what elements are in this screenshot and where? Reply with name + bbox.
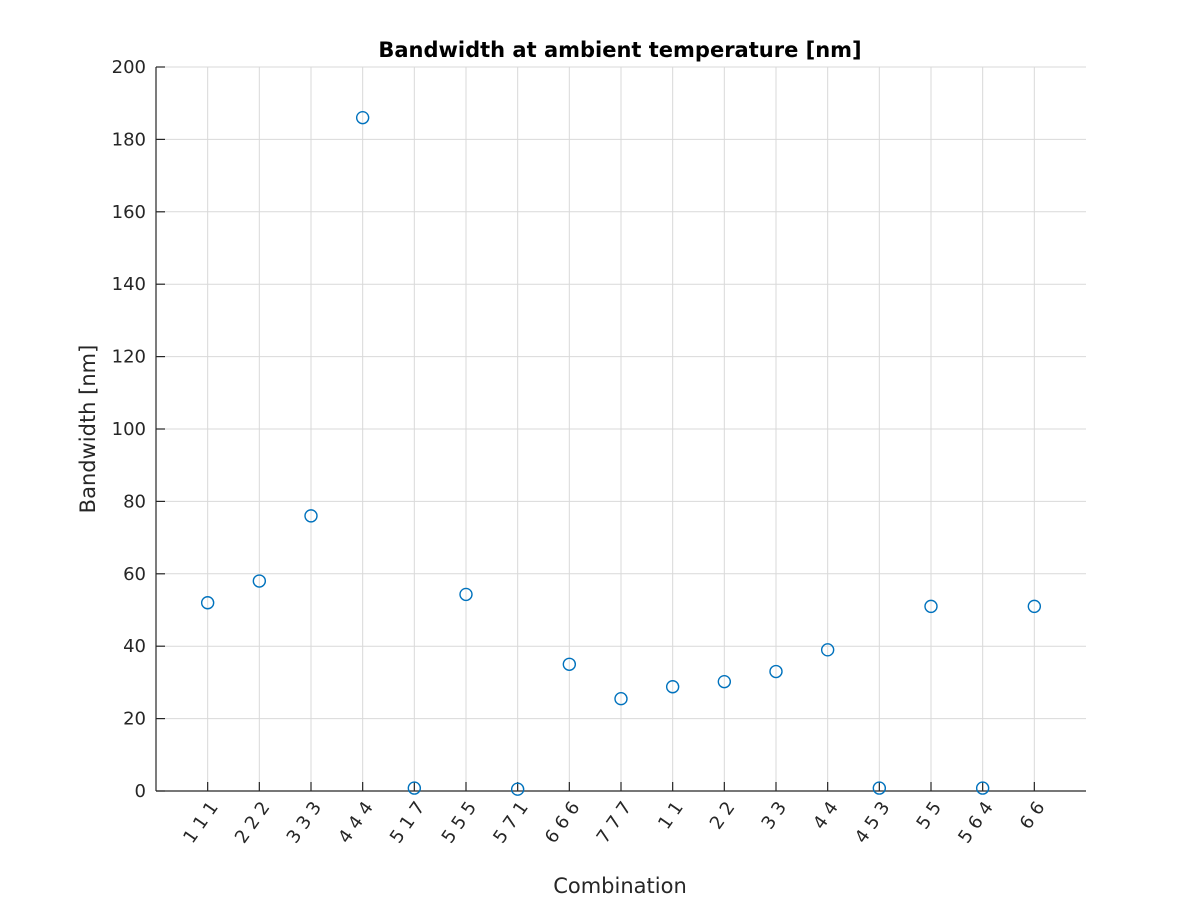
- data-point: [924, 599, 938, 614]
- y-tick-label: 20: [123, 709, 146, 730]
- y-tick-label: 100: [112, 419, 146, 440]
- data-point: [769, 664, 783, 679]
- data-points: [200, 110, 1042, 796]
- y-tick-label: 160: [112, 202, 146, 223]
- data-point: [1027, 599, 1042, 614]
- data-point: [562, 657, 577, 671]
- data-point: [510, 782, 525, 796]
- data-point: [200, 596, 215, 610]
- chart-title: Bandwidth at ambient temperature [nm]: [378, 38, 861, 62]
- data-point: [407, 781, 422, 795]
- data-point: [820, 643, 835, 657]
- data-point: [304, 509, 318, 523]
- y-tick-label: 200: [112, 57, 146, 78]
- y-tick-label: 60: [123, 564, 146, 585]
- data-point: [717, 674, 732, 689]
- x-axis-label: Combination: [553, 874, 687, 898]
- y-axis-label: Bandwidth [nm]: [76, 345, 100, 514]
- data-point: [665, 680, 680, 694]
- data-point: [355, 110, 370, 125]
- data-point: [975, 781, 990, 795]
- data-point: [459, 587, 473, 602]
- grid: [156, 66, 1086, 792]
- y-tick-label: 40: [123, 636, 146, 657]
- y-tick-label: 0: [135, 781, 146, 802]
- y-tick-label: 120: [112, 347, 146, 368]
- y-axis-ticks: 0 20 40 60 80 100 120 140 160 180 200: [112, 57, 165, 802]
- data-point: [252, 574, 267, 588]
- y-tick-label: 180: [112, 129, 146, 150]
- y-tick-label: 80: [123, 491, 146, 512]
- data-point: [872, 781, 887, 795]
- data-point: [614, 691, 628, 706]
- y-tick-label: 140: [112, 274, 146, 295]
